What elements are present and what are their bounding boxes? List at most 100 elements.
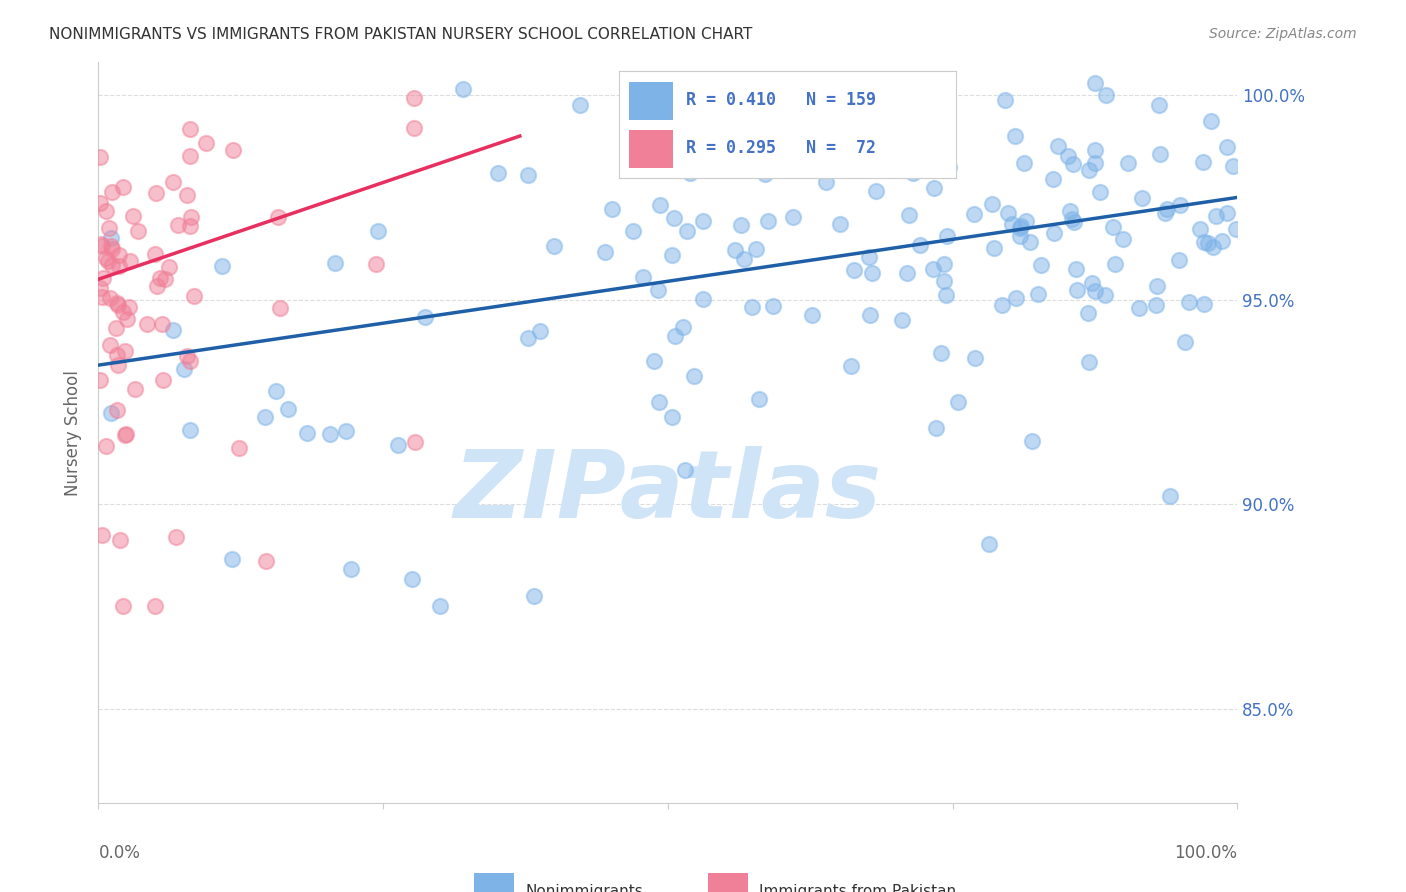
Point [107, 358, 129, 372]
Point [706, 161, 728, 176]
Point [91, 271, 114, 285]
Point [91, 528, 114, 542]
Point [1191, 155, 1213, 169]
Point [1199, 114, 1222, 128]
Point [451, 82, 474, 96]
Point [179, 149, 201, 163]
Point [173, 361, 195, 376]
FancyBboxPatch shape [474, 873, 515, 892]
Text: Nonimmigrants: Nonimmigrants [526, 884, 643, 892]
Point [991, 298, 1014, 312]
Point [664, 329, 686, 343]
Point [648, 395, 671, 409]
Point [114, 427, 136, 442]
Point [1202, 240, 1225, 254]
Point [1029, 258, 1052, 272]
Point [1062, 212, 1084, 227]
Point [89, 373, 111, 387]
Point [682, 369, 704, 384]
Point [340, 562, 363, 576]
Point [543, 239, 565, 253]
Point [859, 308, 882, 322]
Point [830, 217, 852, 231]
Point [1005, 291, 1028, 305]
Point [254, 554, 277, 568]
Point [908, 238, 931, 252]
Point [101, 242, 124, 256]
Point [643, 354, 665, 368]
Point [150, 317, 173, 331]
Point [898, 208, 921, 222]
Point [1001, 217, 1024, 231]
Point [932, 274, 955, 288]
Point [981, 197, 1004, 211]
Point [1026, 286, 1049, 301]
Point [1102, 219, 1125, 234]
Point [1077, 305, 1099, 319]
Point [890, 313, 912, 327]
Point [401, 572, 423, 586]
Point [673, 463, 696, 477]
Point [1194, 297, 1216, 311]
Point [100, 407, 122, 421]
Point [105, 348, 128, 362]
Point [295, 426, 318, 441]
Point [179, 423, 201, 437]
Point [1084, 155, 1107, 169]
Point [1189, 222, 1212, 236]
Point [801, 308, 824, 322]
Point [176, 188, 198, 202]
Point [1081, 276, 1104, 290]
Point [946, 394, 969, 409]
Point [114, 344, 136, 359]
Point [844, 262, 866, 277]
Point [517, 169, 540, 183]
Point [756, 214, 779, 228]
Point [1004, 128, 1026, 143]
Point [1216, 139, 1239, 153]
Point [1205, 209, 1227, 223]
Point [1225, 222, 1247, 236]
Point [269, 301, 291, 316]
Point [143, 246, 166, 260]
Point [221, 552, 243, 566]
Point [222, 143, 245, 157]
Point [935, 288, 957, 302]
Point [664, 211, 686, 226]
Point [153, 272, 176, 286]
Point [782, 211, 804, 225]
Point [730, 218, 752, 232]
Point [924, 180, 946, 194]
Point [94, 204, 117, 219]
Point [1062, 157, 1084, 171]
Point [117, 301, 139, 315]
Point [136, 317, 159, 331]
Point [112, 305, 135, 319]
Point [145, 186, 167, 200]
Point [152, 373, 174, 387]
Point [143, 599, 166, 614]
Point [633, 269, 655, 284]
FancyBboxPatch shape [628, 130, 672, 168]
FancyBboxPatch shape [628, 82, 672, 120]
Point [107, 298, 129, 312]
Point [105, 295, 128, 310]
Point [595, 245, 617, 260]
Point [1012, 156, 1035, 170]
Point [404, 91, 426, 105]
Point [1222, 159, 1244, 173]
Point [1128, 301, 1150, 315]
Point [112, 180, 135, 194]
Point [1010, 229, 1032, 244]
Point [754, 167, 776, 181]
Point [94, 252, 117, 266]
Point [1019, 235, 1042, 250]
Point [1094, 87, 1116, 102]
Point [157, 260, 180, 274]
Point [865, 184, 887, 198]
Point [600, 202, 623, 217]
Point [762, 299, 785, 313]
Point [165, 530, 187, 544]
Point [90, 237, 112, 252]
Point [1104, 257, 1126, 271]
